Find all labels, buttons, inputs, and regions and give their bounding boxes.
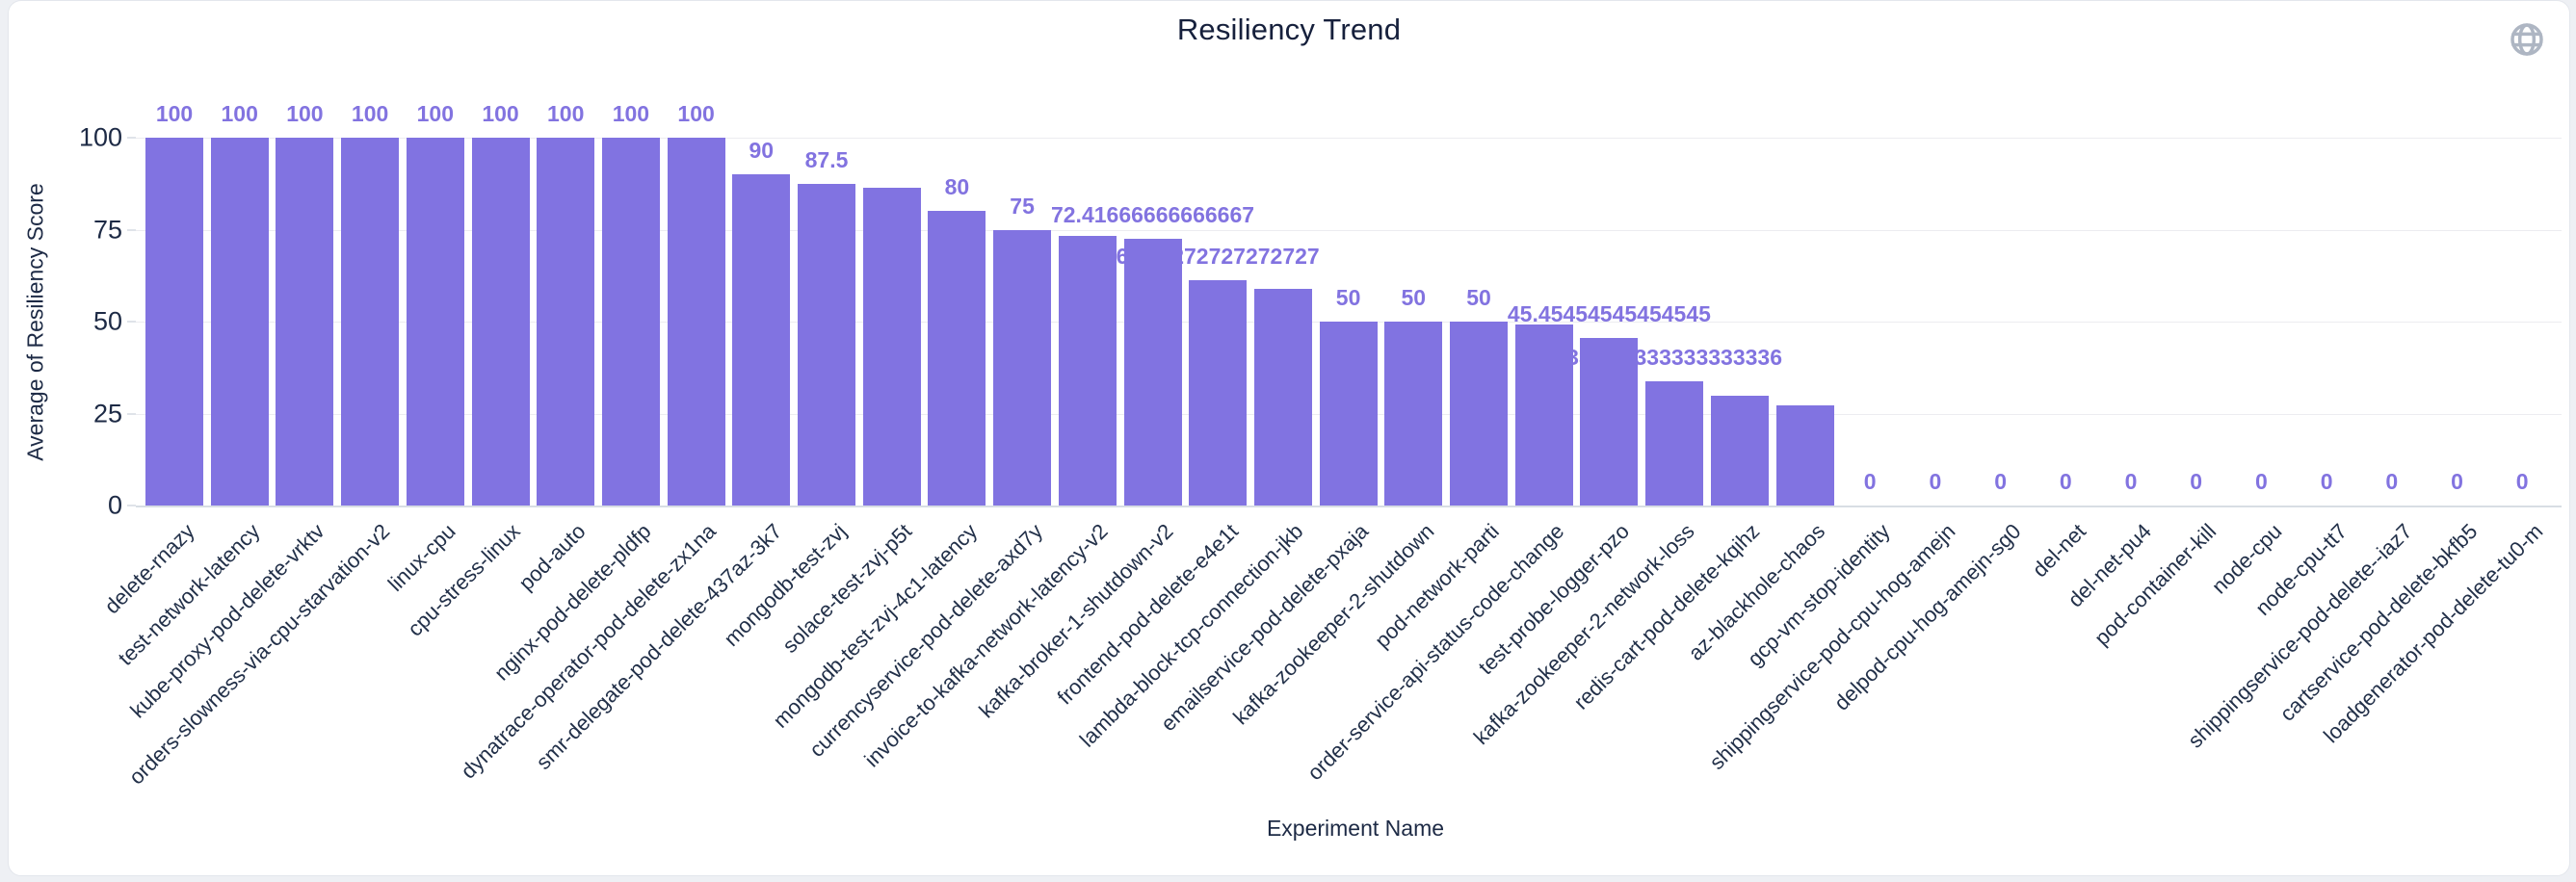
- y-tick-mark: [127, 321, 136, 323]
- bar-dynatrace-operator-pod-delete-zx1na[interactable]: [667, 138, 725, 506]
- bar-invoice-to-kafka-network-latency-v2[interactable]: [1058, 235, 1117, 506]
- resiliency-trend-card: Resiliency Trend 100 75 50 25 0 100 100 100 100…: [8, 0, 2570, 876]
- bar-value-label: 100: [351, 101, 389, 126]
- x-tick-label: currencyservice-pod-delete-axd7y: [803, 519, 1047, 762]
- bar-value-label: 0: [2124, 469, 2138, 494]
- bar-orders-slowness-via-cpu-starvation-v2[interactable]: [341, 138, 400, 506]
- bar-nginx-pod-delete-pldfp[interactable]: [601, 138, 660, 506]
- bar-value-label: 100: [612, 101, 650, 126]
- bar-value-label: 0: [2451, 469, 2463, 494]
- y-tick-label: 0: [107, 490, 122, 520]
- gridline-75: [136, 229, 2562, 231]
- bar-chart: 100 75 50 25 0 100 100 100 100 100 100 100 100 100 90…: [9, 1, 2569, 875]
- bar-kafka-broker-1-shutdown-v2[interactable]: [1123, 239, 1182, 506]
- y-tick-mark: [127, 505, 136, 506]
- x-tick-label: pod-container-kill: [2090, 519, 2221, 651]
- bar-value-label: 0: [2254, 469, 2268, 494]
- y-tick-mark: [127, 137, 136, 139]
- bar-value-label: 72.41666666666667: [1050, 202, 1255, 228]
- bar-value-label: 0: [2190, 469, 2203, 494]
- bar-value-label: 0: [1863, 469, 1877, 494]
- bar-currencyservice-pod-delete-axd7y[interactable]: [993, 229, 1052, 506]
- bar-lambda-block-tcp-connection-jkb[interactable]: [1253, 289, 1312, 506]
- chart-title: Resiliency Trend: [1176, 13, 1402, 46]
- bar-order-service-api-status-code-change[interactable]: [1514, 324, 1573, 506]
- y-tick-label: 50: [92, 306, 122, 336]
- bar-cpu-stress-linux[interactable]: [471, 138, 530, 506]
- y-axis-title: Average of Resiliency Score: [22, 183, 48, 461]
- bar-value-label: 50: [1335, 285, 1361, 310]
- bar-redis-cart-pod-delete-kqihz[interactable]: [1710, 396, 1769, 506]
- bar-frontend-pod-delete-e4e1t[interactable]: [1189, 279, 1248, 506]
- bar-value-label: 100: [416, 101, 454, 126]
- bar-test-network-latency[interactable]: [210, 138, 269, 506]
- bar-test-probe-logger-pzo[interactable]: [1580, 338, 1639, 506]
- gridline-0: [136, 506, 2562, 507]
- x-axis-title: Experiment Name: [1266, 816, 1445, 841]
- bar-value-label: 45.45454545454545: [1507, 301, 1711, 327]
- bar-value-label: 80: [944, 174, 970, 200]
- y-tick-mark: [127, 228, 136, 231]
- bar-value-label: 90: [749, 138, 775, 164]
- y-tick-mark: [127, 412, 136, 415]
- globe-icon[interactable]: [2508, 20, 2546, 59]
- bar-kafka-zookeeper-2-shutdown[interactable]: [1384, 322, 1443, 506]
- bar-value-label: 100: [482, 101, 519, 126]
- bar-value-label: 100: [677, 101, 715, 126]
- bar-value-label: 0: [2385, 469, 2399, 494]
- bar-kube-proxy-pod-delete-vrktv[interactable]: [276, 138, 334, 506]
- gridline-100: [136, 138, 2562, 139]
- bar-value-label: 87.5: [804, 146, 849, 172]
- bar-value-label: 0: [2515, 469, 2529, 494]
- x-tick-label: del-net: [2027, 519, 2090, 583]
- bar-solace-test-zvj-p5t[interactable]: [862, 187, 921, 506]
- bar-kafka-zookeeper-2-network-loss[interactable]: [1645, 380, 1704, 506]
- bar-linux-cpu[interactable]: [406, 138, 464, 506]
- bar-value-label: 0: [2320, 469, 2333, 494]
- bar-value-label: 0: [1994, 469, 2007, 494]
- bar-pod-auto[interactable]: [537, 138, 595, 506]
- bar-mongodb-test-zvj-4c1-latency[interactable]: [928, 211, 986, 506]
- bar-value-label: 100: [155, 101, 194, 126]
- bar-value-label: 50: [1466, 285, 1491, 310]
- bar-value-label: 0: [1929, 469, 1942, 494]
- bar-delete-rnazy[interactable]: [145, 138, 203, 506]
- bar-emailservice-pod-delete-pxaja[interactable]: [1319, 322, 1378, 506]
- bar-pod-network-parti[interactable]: [1450, 322, 1508, 506]
- bar-az-blackhole-chaos[interactable]: [1775, 405, 1834, 506]
- bar-value-label: 0: [2059, 469, 2072, 494]
- bar-mongodb-test-zvj[interactable]: [798, 183, 855, 506]
- bar-value-label: 75: [1010, 193, 1035, 219]
- x-tick-label: cpu-stress-linux: [403, 519, 526, 641]
- y-tick-label: 75: [92, 215, 122, 244]
- bar-value-label: 100: [286, 101, 324, 126]
- bar-value-label: 100: [221, 101, 258, 126]
- bar-value-label: 50: [1401, 285, 1427, 310]
- bar-smr-delegate-pod-delete-437az-3k7[interactable]: [732, 174, 791, 506]
- y-tick-label: 100: [78, 122, 122, 152]
- bar-value-label: 100: [547, 101, 585, 126]
- y-tick-label: 25: [92, 399, 122, 428]
